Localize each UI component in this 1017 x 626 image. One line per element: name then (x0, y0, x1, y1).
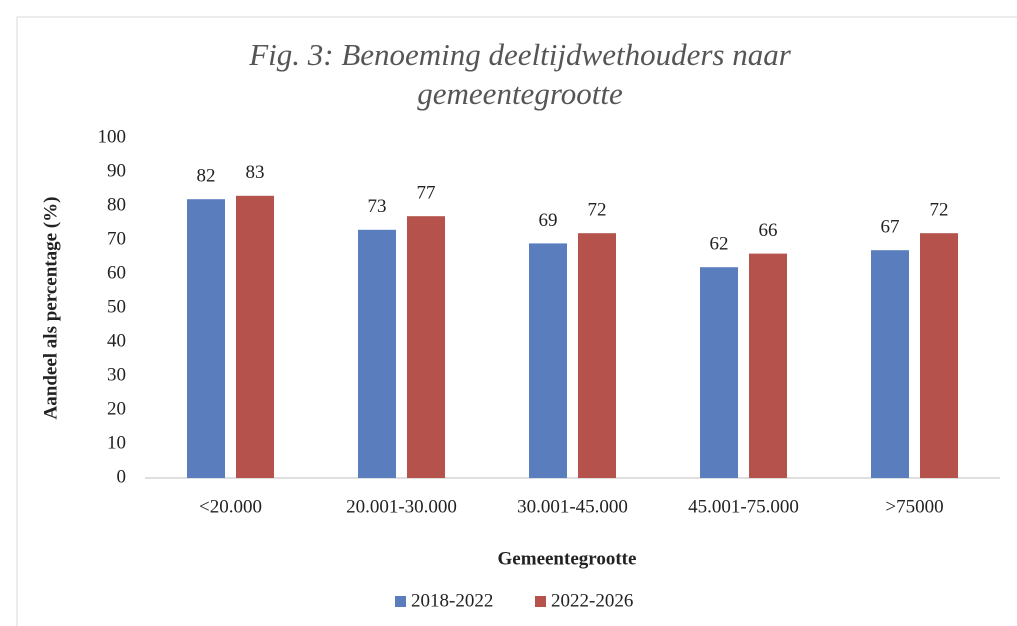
x-axis-title: Gemeentegrootte (498, 548, 637, 569)
y-axis-title: Aandeel als percentage (%) (40, 197, 61, 420)
bar (578, 233, 616, 478)
value-label: 77 (417, 183, 436, 204)
bar (920, 233, 958, 478)
y-tick-label: 0 (117, 466, 127, 487)
bar (871, 250, 909, 478)
bar (749, 253, 787, 478)
bar (529, 243, 567, 478)
y-tick-label: 80 (107, 194, 126, 215)
value-label: 83 (246, 162, 265, 183)
chart-title: gemeentegrootte (417, 76, 623, 111)
value-label: 62 (710, 234, 729, 255)
value-label: 82 (197, 166, 216, 187)
value-label: 66 (759, 220, 778, 241)
x-tick-label: 45.001-75.000 (688, 496, 799, 517)
x-tick-label: <20.000 (199, 496, 262, 517)
x-tick-label: 20.001-30.000 (346, 496, 457, 517)
legend-label: 2022-2026 (551, 590, 633, 611)
bar (700, 267, 738, 478)
y-tick-label: 60 (107, 262, 126, 283)
y-tick-label: 50 (107, 296, 126, 317)
value-label: 72 (588, 200, 607, 221)
chart-title: Fig. 3: Benoeming deeltijdwethouders naa… (248, 37, 791, 72)
x-tick-label: >75000 (885, 496, 943, 517)
y-tick-label: 30 (107, 364, 126, 385)
value-label: 69 (539, 210, 558, 231)
chart-border (16, 16, 1017, 626)
y-tick-label: 40 (107, 330, 126, 351)
bar (236, 195, 274, 479)
value-label: 73 (368, 196, 387, 217)
y-tick-label: 20 (107, 398, 126, 419)
value-label: 67 (881, 217, 900, 238)
y-tick-label: 100 (98, 126, 127, 147)
bar (407, 216, 445, 478)
value-label: 72 (930, 200, 949, 221)
legend-swatch (535, 596, 546, 607)
bar (187, 199, 225, 478)
legend-swatch (395, 596, 406, 607)
y-tick-label: 10 (107, 432, 126, 453)
legend-label: 2018-2022 (411, 590, 493, 611)
bar (358, 229, 396, 478)
y-tick-label: 70 (107, 228, 126, 249)
x-tick-label: 30.001-45.000 (517, 496, 628, 517)
y-tick-label: 90 (107, 160, 126, 181)
